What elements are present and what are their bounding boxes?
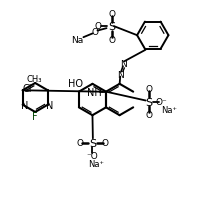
- Text: S: S: [144, 97, 152, 107]
- Text: F: F: [32, 112, 37, 122]
- Text: CH₃: CH₃: [26, 75, 42, 84]
- Text: Cl: Cl: [22, 83, 32, 93]
- Text: O: O: [91, 28, 98, 37]
- Text: O: O: [145, 110, 151, 119]
- Text: N: N: [21, 100, 29, 110]
- Text: O: O: [145, 85, 152, 94]
- Text: HO: HO: [67, 78, 82, 88]
- Text: O⁻: O⁻: [155, 98, 166, 106]
- Text: O: O: [94, 22, 101, 31]
- Text: NH: NH: [86, 87, 101, 97]
- Text: S: S: [88, 138, 96, 148]
- Text: O: O: [108, 36, 114, 44]
- Text: ⁻O: ⁻O: [86, 152, 98, 160]
- Text: Na: Na: [71, 36, 83, 44]
- Text: O: O: [76, 139, 83, 147]
- Text: N: N: [120, 60, 126, 69]
- Text: Na⁺: Na⁺: [160, 106, 176, 114]
- Text: N: N: [117, 70, 123, 79]
- Text: Na⁺: Na⁺: [88, 160, 104, 168]
- Text: S: S: [107, 22, 115, 32]
- Text: O: O: [108, 10, 114, 18]
- Text: O: O: [101, 139, 108, 147]
- Text: N: N: [46, 100, 54, 110]
